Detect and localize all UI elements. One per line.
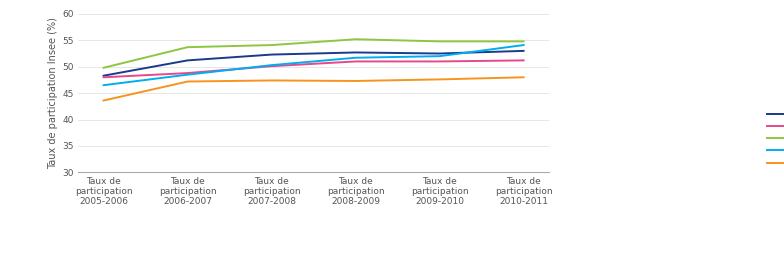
- 60-64 ans: [183, 46, 192, 49]
- 65-69 ans: [183, 73, 192, 76]
- Line: 65-69 ans: 65-69 ans: [103, 45, 524, 85]
- 60-64 ans: [267, 43, 276, 47]
- 60-64 ans: [99, 66, 108, 70]
- 60-64 ans: [351, 38, 361, 41]
- 55-59 ans: [519, 59, 528, 62]
- 70-74 ans²: [435, 78, 445, 81]
- 70-74 ans²: [351, 79, 361, 83]
- 55-59 ans: [267, 64, 276, 68]
- 60-64 ans: [435, 40, 445, 43]
- 70-74 ans²: [99, 99, 108, 102]
- 50-54 ans²: [183, 59, 192, 62]
- 55-59 ans: [435, 60, 445, 63]
- 65-69 ans: [267, 63, 276, 67]
- 50-54 ans²: [267, 53, 276, 56]
- 70-74 ans²: [267, 79, 276, 82]
- 65-69 ans: [519, 43, 528, 47]
- Y-axis label: Taux de participation Insee (%): Taux de participation Insee (%): [48, 17, 58, 169]
- 60-64 ans: [519, 40, 528, 43]
- Legend: 50-54 ans², 55-59 ans, 60-64 ans, 65-69 ans, 70-74 ans²: 50-54 ans², 55-59 ans, 60-64 ans, 65-69 …: [767, 110, 784, 168]
- 70-74 ans²: [183, 80, 192, 83]
- 65-69 ans: [435, 54, 445, 58]
- 55-59 ans: [99, 76, 108, 79]
- 65-69 ans: [351, 56, 361, 59]
- 65-69 ans: [99, 83, 108, 87]
- 50-54 ans²: [435, 52, 445, 55]
- 55-59 ans: [183, 71, 192, 75]
- 50-54 ans²: [351, 51, 361, 54]
- Line: 60-64 ans: 60-64 ans: [103, 39, 524, 68]
- 50-54 ans²: [99, 74, 108, 77]
- Line: 50-54 ans²: 50-54 ans²: [103, 51, 524, 76]
- Line: 70-74 ans²: 70-74 ans²: [103, 77, 524, 101]
- 55-59 ans: [351, 60, 361, 63]
- Line: 55-59 ans: 55-59 ans: [103, 60, 524, 77]
- 50-54 ans²: [519, 49, 528, 53]
- 70-74 ans²: [519, 76, 528, 79]
